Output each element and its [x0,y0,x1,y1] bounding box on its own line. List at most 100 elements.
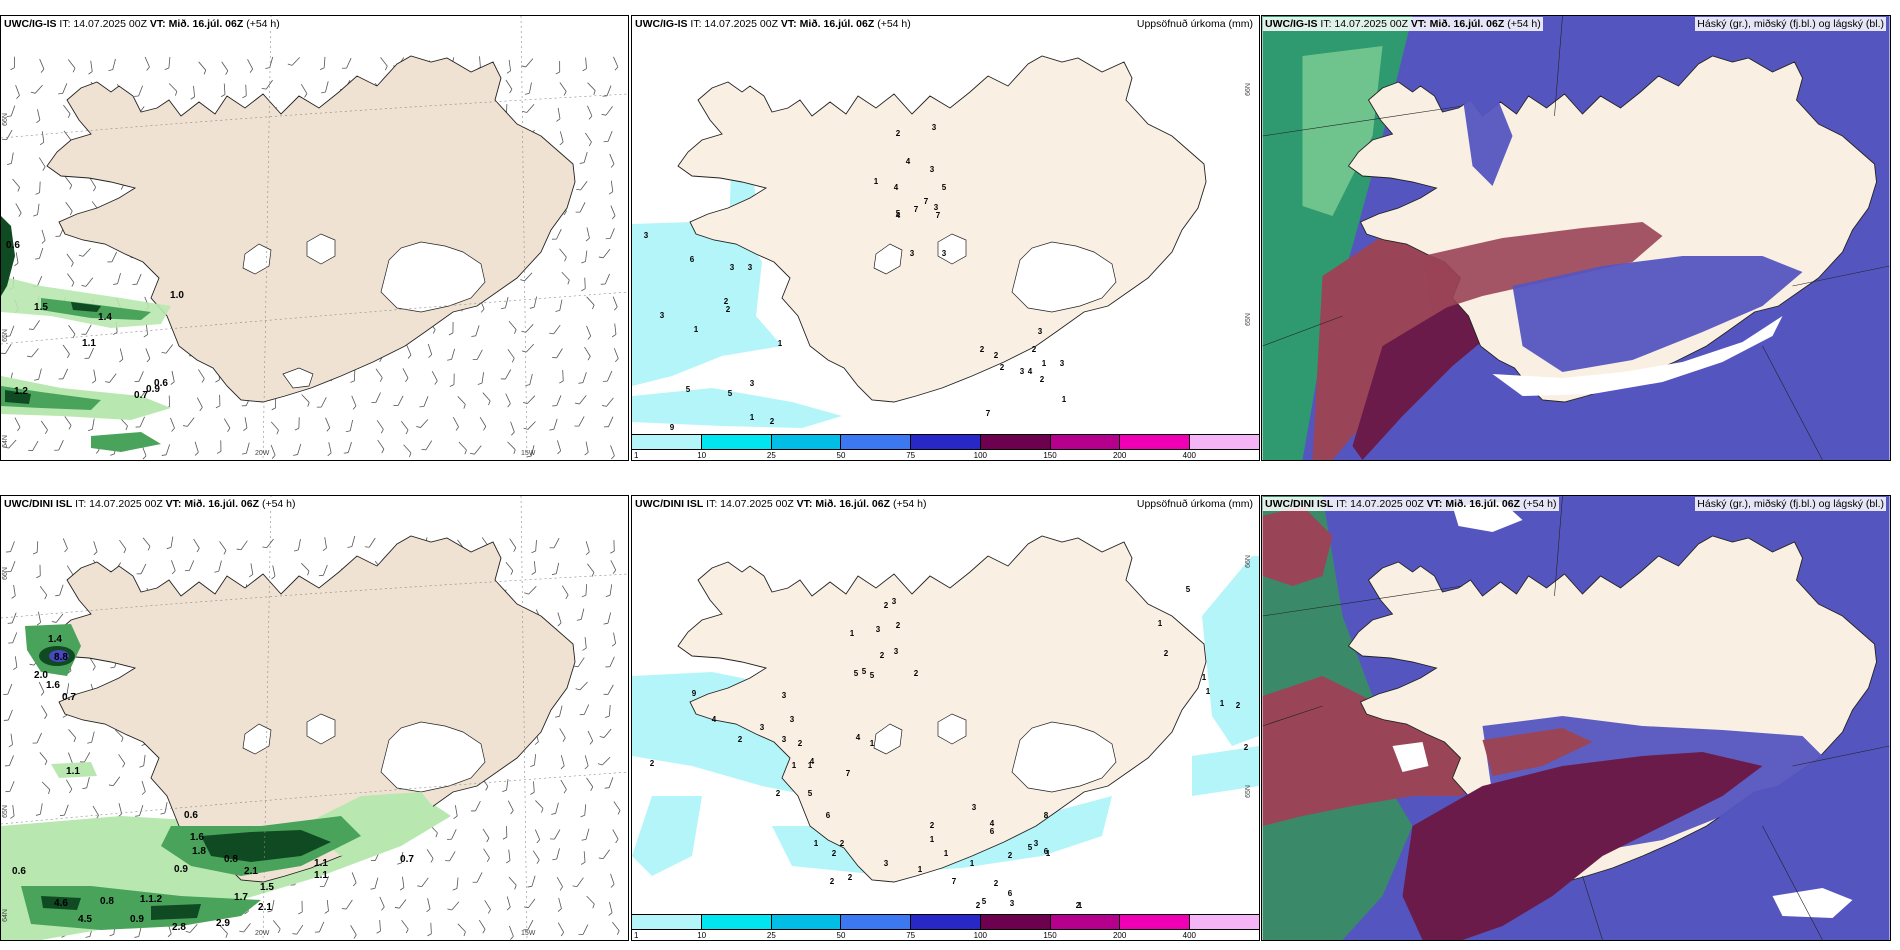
wind-barb [89,540,99,556]
value-label: 0.9 [130,914,144,925]
wind-barb [505,320,518,335]
colorbar-swatch [1120,915,1191,929]
panel-right-title: Uppsöfnuð úrkoma (mm) [1134,497,1255,511]
glacier-hofsjokull [937,713,967,745]
precip-shade [632,796,702,876]
wind-barb [370,876,379,891]
wind-barb [580,754,590,770]
glacier-hofsjokull [937,233,967,265]
panel-title: UWC/IG-IS IT: 14.07.2025 00Z VT: Mið. 16… [2,17,282,31]
value-label: 3 [1010,899,1015,908]
value-label: 2 [896,621,901,630]
value-label: 5 [862,667,867,676]
value-label: 3 [760,723,765,732]
wind-barb [213,559,222,574]
wind-barb [582,325,592,340]
value-label: 3 [1038,327,1043,336]
value-label: 0.8 [100,896,114,907]
wind-barb [575,178,588,193]
value-label: 1.5 [260,882,274,893]
value-label: 1.1 [82,338,96,349]
colorbar-label: 200 [1112,931,1127,940]
wind-barb [580,277,586,292]
lon-label: 15W [521,450,536,457]
wind-barb [580,803,587,818]
value-label: 1 [874,177,879,186]
wind-barb [531,829,541,844]
wind-barb [580,636,587,651]
wind-barb [579,850,586,865]
wind-barb [320,536,328,552]
wind-barb [521,55,534,69]
wind-barb [164,56,171,71]
colorbar-swatch [632,435,702,449]
wind-barb [81,322,92,337]
value-label: 2.1 [244,866,258,877]
wind-barb [529,780,535,795]
value-label: 2 [724,297,729,306]
precip-shade [632,388,842,428]
wind-barb [5,779,15,794]
wind-barb [141,348,152,363]
wind-barb [525,372,533,387]
wind-barb [601,103,613,118]
wind-barb [217,61,230,76]
wind-barb [549,417,558,432]
wind-barb [576,607,585,622]
wind-barb [215,394,221,409]
wind-barb [61,415,73,430]
value-label: 3 [782,735,787,744]
cloud-low-over-land [1462,86,1513,186]
wind-barb [241,84,247,99]
wind-barb [550,801,559,816]
wind-barb [446,827,457,842]
glacier-langjokull [873,243,903,275]
value-label: 1.4 [98,312,112,323]
panel-title: UWC/IG-IS IT: 14.07.2025 00Z VT: Mið. 16… [633,17,913,31]
panel-wind-dini: UWC/DINI ISL IT: 14.07.2025 00Z VT: Mið.… [0,495,629,941]
wind-barb [35,157,47,172]
wind-barb [604,775,614,790]
value-label: 1 [930,835,935,844]
value-label: 0.7 [134,390,148,401]
value-label: 7 [936,211,941,220]
wind-barb [583,105,594,120]
value-label: 2 [1244,743,1249,752]
iceland-land [677,55,1207,403]
lat-label: 66N [1245,555,1253,568]
wind-barb [579,702,590,717]
colorbar-swatch [980,915,1051,929]
wind-barb [578,922,589,937]
wind-barb [606,559,618,575]
precip-west-patch [51,762,97,778]
wind-barb [371,390,381,405]
wind-barb [449,373,455,388]
value-label: 5 [808,789,813,798]
colorbar-swatch [1120,435,1191,449]
value-label: 2 [896,129,901,138]
wind-barb [35,181,41,196]
value-label: 5 [1186,585,1191,594]
value-label: 0.6 [12,866,26,877]
wind-barb [320,79,329,95]
wind-barb [297,900,303,915]
wind-barb [470,323,480,339]
wind-barb [423,848,435,863]
wind-barb [161,341,174,356]
colorbar-swatch [701,435,772,449]
wind-barb [605,583,613,598]
wind-barb [501,393,512,408]
glacier-langjokull [242,723,272,755]
wind-barb [35,802,43,817]
value-label: 0.9 [174,864,188,875]
wind-barb [2,682,13,697]
value-label: 5 [728,389,733,398]
wind-barb [506,421,516,436]
panel-title: UWC/DINI ISL IT: 14.07.2025 00Z VT: Mið.… [2,497,298,511]
wind-barb [32,730,43,746]
wind-barb [161,442,171,458]
value-label: 1.1.2 [140,894,163,905]
wind-barb [240,416,248,432]
cloud-map [1262,496,1890,940]
